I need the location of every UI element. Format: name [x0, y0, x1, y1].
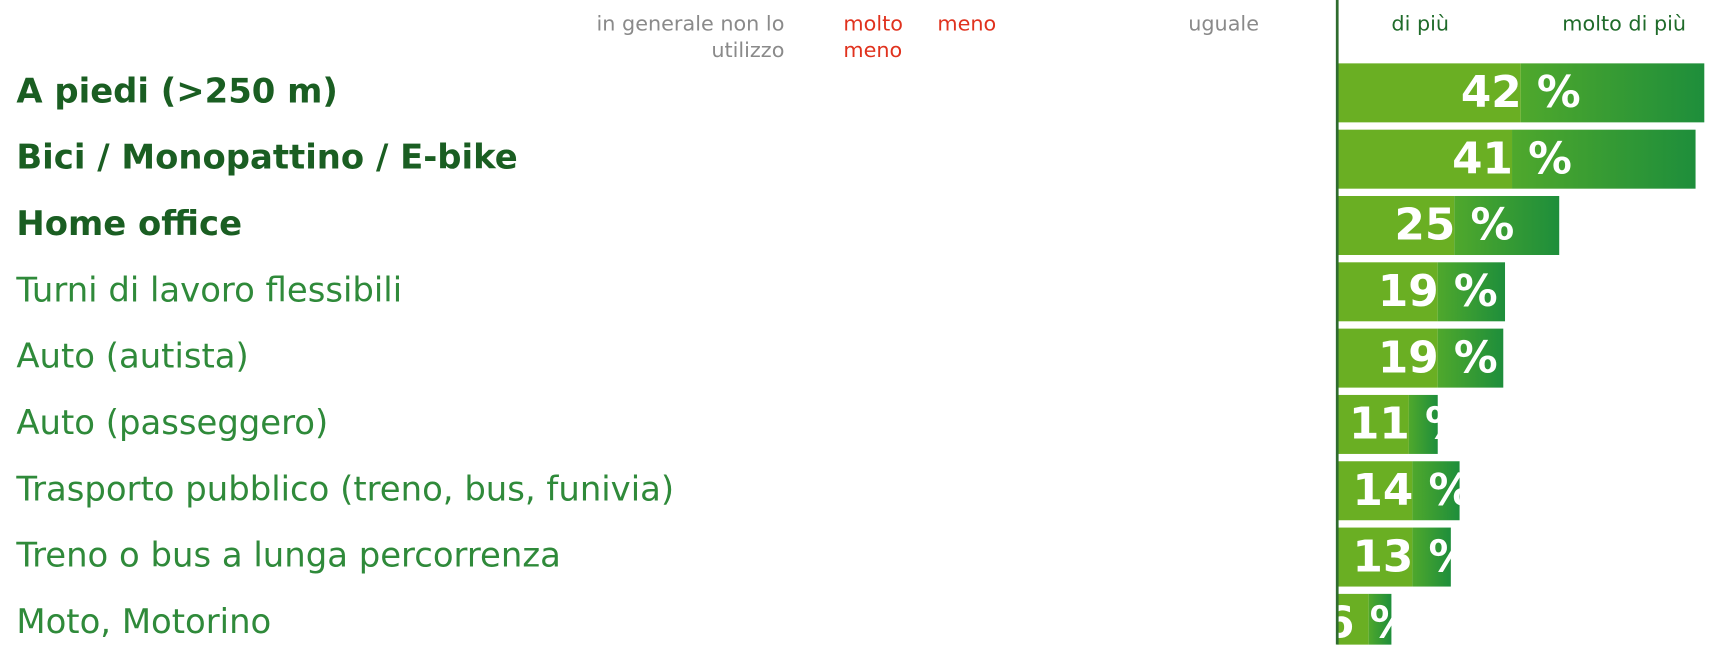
category-label: A piedi (>250 m) — [16, 71, 337, 110]
category-label: Auto (passeggero) — [16, 403, 328, 442]
bar-segment — [1337, 328, 1438, 388]
category-label: Home office — [16, 204, 242, 243]
total-label: 42 % — [1461, 67, 1581, 118]
legend-label: di più — [1391, 12, 1450, 37]
legend-label: in generale non lo utilizzo — [596, 12, 785, 63]
legend-label: molto di più — [1562, 12, 1687, 37]
bar-segment — [1512, 129, 1696, 189]
bar-segment — [1337, 461, 1413, 521]
category-label: Treno o bus a lunga percorrenza — [15, 536, 560, 575]
category-label: Bici / Monopattino / E-bike — [16, 138, 517, 177]
total-label: 6 % — [1324, 598, 1413, 645]
bar-segment — [1337, 527, 1413, 587]
legend-label: meno — [937, 12, 997, 37]
bar-segment — [1454, 195, 1560, 255]
bar-segment — [1520, 63, 1705, 123]
total-label: 25 % — [1394, 200, 1514, 251]
bar-segment — [1337, 63, 1521, 123]
bar-segment — [1412, 527, 1451, 587]
legend-label: uguale — [1188, 12, 1259, 37]
bar-segment — [1437, 328, 1504, 388]
bar-segment — [1337, 593, 1369, 645]
bar-segment — [1412, 461, 1460, 521]
category-label: Auto (autista) — [16, 337, 248, 376]
total-label: 19 % — [1378, 266, 1498, 317]
bar-segment — [1368, 593, 1392, 645]
category-label: Trasporto pubblico (treno, bus, funivia) — [15, 469, 674, 508]
total-label: 41 % — [1452, 133, 1572, 184]
bar-segment — [1408, 394, 1438, 454]
bar-segment — [1337, 129, 1513, 189]
bar-segment — [1337, 195, 1455, 255]
annotation: -36 % — [852, 465, 990, 516]
legend-label: molto meno — [843, 12, 903, 63]
total-label: 19 % — [1378, 332, 1498, 383]
bar-segment — [1337, 262, 1438, 322]
category-label: Turni di lavoro flessibili — [15, 270, 402, 309]
total-label: 13 % — [1352, 531, 1472, 582]
total-label: 14 % — [1352, 465, 1472, 516]
total-label: 11 % — [1349, 399, 1469, 450]
bar-segment — [1337, 394, 1409, 454]
bar-segment — [1437, 262, 1506, 322]
category-label: Moto, Motorino — [16, 602, 271, 641]
